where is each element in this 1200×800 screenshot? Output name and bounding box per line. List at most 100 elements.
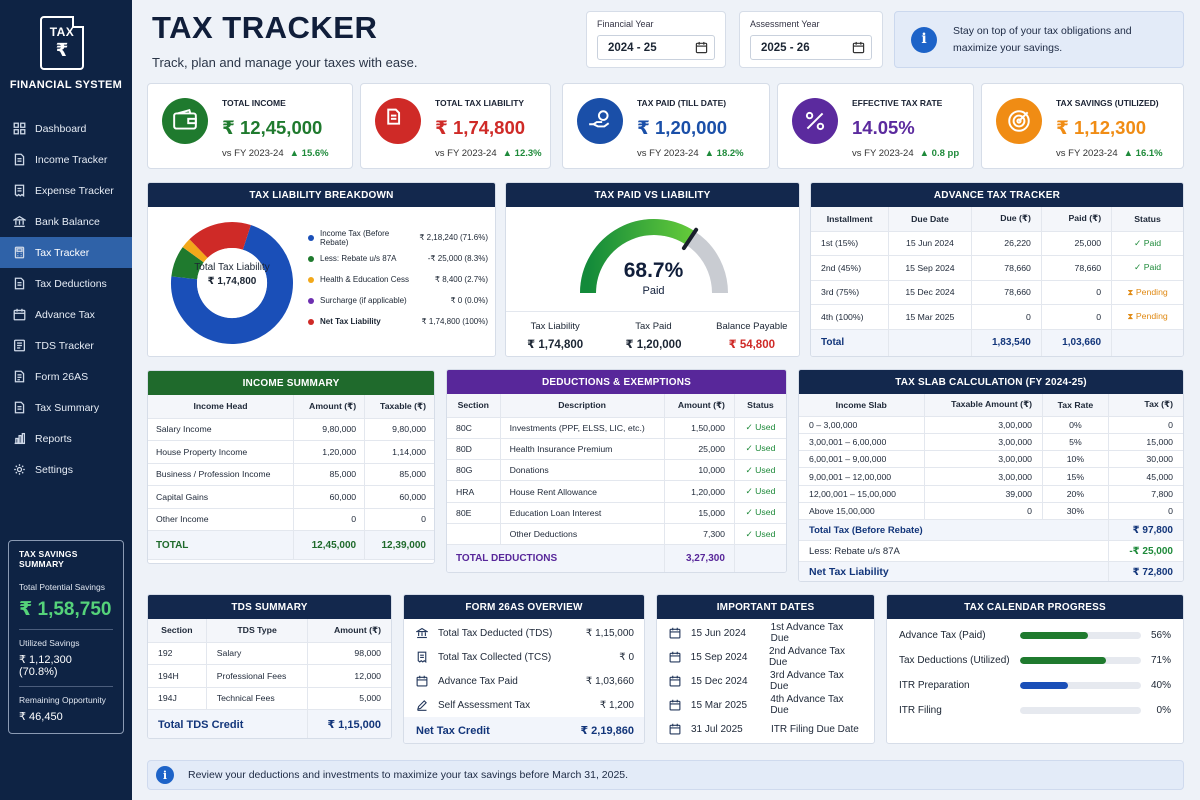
gauge-stat-label: Balance Payable — [716, 321, 788, 332]
calendar-icon — [667, 674, 683, 688]
table-cell: ✓ Used — [734, 438, 786, 461]
calendar-icon[interactable] — [852, 41, 865, 54]
table-header-row: Income Slab Taxable Amount (₹) Tax Rate Tax… — [799, 394, 1183, 417]
donut-center: Total Tax Liability ₹ 1,74,800 — [192, 261, 272, 288]
document-icon — [12, 153, 26, 167]
sidebar-item-dashboard[interactable]: Dashboard — [0, 113, 132, 144]
form26-row: Advance Tax Paid ₹ 1,03,660 — [414, 669, 634, 693]
legend-swatch — [308, 297, 314, 304]
check-icon: ✓ — [745, 528, 756, 539]
progress-bar — [1020, 682, 1141, 689]
potential-label: Total Potential Savings — [19, 582, 105, 592]
table-total-row: TOTAL DEDUCTIONS 3,27,300 — [447, 544, 786, 572]
kpi-card-tax-savings-utilized: TAX SAVINGS (UTILIZED) ₹ 1,12,300 vs FY 20… — [981, 83, 1184, 169]
brand-name: FINANCIAL SYSTEM — [9, 79, 123, 91]
sidebar-item-expense-tracker[interactable]: Expense Tracker — [0, 175, 132, 206]
table-cell: 12,000 — [307, 664, 391, 688]
calendar-icon — [12, 308, 26, 322]
progress-bar — [1020, 657, 1141, 664]
table-cell: 26,220 — [971, 231, 1042, 256]
table-cell: 0 – 3,00,000 — [799, 416, 925, 434]
table-cell: ✓ Used — [734, 459, 786, 482]
donut-center-label: Total Tax Liability — [194, 262, 270, 273]
table-cell: 3,00,000 — [924, 433, 1044, 452]
form26-value: ₹ 0 — [619, 651, 634, 663]
date-text: 15 Dec 2024 — [690, 675, 748, 687]
check-icon: ✓ — [745, 443, 756, 454]
sidebar-item-form-26as[interactable]: Form 26AS — [0, 361, 132, 392]
table-cell: 45,000 — [1108, 467, 1183, 486]
table-cell: 15 Jun 2024 — [888, 231, 972, 256]
gauge-stat: Balance Payable ₹ 54,800 — [703, 312, 799, 356]
kpi-value: ₹ 12,45,000 — [222, 117, 323, 138]
card-title: INCOME SUMMARY — [148, 371, 434, 395]
date-event: 2nd Advance Tax Due — [768, 646, 845, 668]
assessment-year-selector[interactable]: Assessment Year 2025 - 26 — [739, 11, 883, 68]
sidebar-item-bank-balance[interactable]: Bank Balance — [0, 206, 132, 237]
kpi-compare-label: vs FY 2023-24 — [637, 148, 699, 159]
table-cell: 3,00,000 — [924, 450, 1044, 469]
up-arrow-icon: ▲ — [919, 148, 932, 159]
table-cell: 25,000 — [1041, 231, 1113, 256]
sidebar-item-reports[interactable]: Reports — [0, 423, 132, 454]
sidebar-item-tax-summary[interactable]: Tax Summary — [0, 392, 132, 423]
kpi-change: ▲ 16.1% — [1124, 148, 1163, 159]
form26-row: Total Tax Deducted (TDS) ₹ 1,15,000 — [414, 621, 634, 645]
sidebar-item-tax-deductions[interactable]: Tax Deductions — [0, 268, 132, 299]
column-header: Taxable (₹) — [364, 395, 434, 419]
sidebar-item-income-tracker[interactable]: Income Tracker — [0, 144, 132, 175]
table-cell: 5,000 — [307, 687, 391, 710]
table-cell: 9,80,000 — [293, 418, 366, 441]
financial-year-selector[interactable]: Financial Year 2024 - 25 — [586, 11, 726, 68]
legend-label: Less: Rebate u/s 87A — [320, 254, 397, 263]
table-cell: ✓ Used — [734, 502, 786, 524]
table-total-row: TOTAL 12,45,000 12,39,000 — [148, 530, 434, 560]
check-icon: ✓ — [1134, 237, 1144, 248]
financial-year-input[interactable]: 2024 - 25 — [597, 35, 715, 60]
kpi-change-value: 12.3% — [514, 148, 542, 159]
calendar-icon[interactable] — [695, 41, 708, 54]
utilized-label: Utilized Savings — [19, 638, 80, 648]
table-cell: 80C — [447, 417, 501, 439]
sidebar-item-tds-tracker[interactable]: TDS Tracker — [0, 330, 132, 361]
sidebar-item-tax-tracker[interactable]: Tax Tracker — [0, 237, 132, 268]
sidebar-item-advance-tax[interactable]: Advance Tax — [0, 299, 132, 330]
form-icon — [12, 370, 26, 384]
deductions-table: Section Description Amount (₹) Status 80C Inv… — [447, 394, 786, 572]
table-cell: Professional Fees — [206, 664, 309, 688]
date-text: 31 Jul 2025 — [691, 723, 743, 735]
table-row: 2nd (45%) 15 Sep 2024 78,660 78,660 ✓ Paid — [811, 255, 1183, 281]
assessment-year-input[interactable]: 2025 - 26 — [750, 35, 872, 60]
check-icon: ✓ — [745, 464, 756, 475]
legend-value: -₹ 25,000 (8.3%) — [427, 254, 488, 263]
card-title: ADVANCE TAX TRACKER — [811, 183, 1183, 207]
tax-paid-vs-liability-card: TAX PAID VS LIABILITY 68.7% Paid Tax Lia… — [505, 182, 800, 357]
calendar-icon — [667, 626, 683, 640]
column-header: Due Date — [888, 207, 972, 232]
table-row: 6,00,001 – 9,00,000 3,00,000 10% 30,000 — [799, 450, 1183, 469]
important-dates-card: IMPORTANT DATES 15 Jun 2024 1st Advance T… — [656, 594, 875, 744]
sidebar-item-settings[interactable]: Settings — [0, 454, 132, 485]
progress-row: Advance Tax (Paid) 56% — [899, 623, 1171, 648]
table-row: House Property Income 1,20,000 1,14,000 — [148, 440, 434, 464]
savings-title: TAX SAVINGS SUMMARY — [19, 549, 78, 569]
total-cell: TOTAL — [148, 530, 294, 560]
column-header: Status — [1111, 207, 1183, 232]
legend-swatch — [308, 255, 314, 262]
app-logo: TAX ₹ — [40, 16, 84, 70]
table-cell: 10,000 — [664, 459, 735, 482]
slab-summary-label: Net Tax Liability — [799, 561, 1109, 581]
column-header: Income Head — [148, 395, 294, 419]
column-header: Amount (₹) — [664, 394, 735, 418]
info-text: Stay on top of your tax obligations and … — [953, 24, 1132, 54]
logo-text: TAX — [49, 25, 75, 39]
kpi-change: ▲ 18.2% — [705, 148, 744, 159]
kpi-label: EFFECTIVE TAX RATE — [852, 98, 943, 108]
tax-savings-summary: TAX SAVINGS SUMMARY Total Potential Savi… — [8, 540, 124, 734]
check-icon: ✓ — [1134, 262, 1144, 273]
form26-value: ₹ 1,200 — [599, 699, 634, 711]
table-cell: 3rd (75%) — [811, 280, 890, 305]
table-row: 4th (100%) 15 Mar 2025 0 0 ⧗ Pending — [811, 304, 1183, 330]
gauge-stat-value: ₹ 1,20,000 — [625, 339, 682, 351]
column-header: Amount (₹) — [307, 619, 391, 643]
